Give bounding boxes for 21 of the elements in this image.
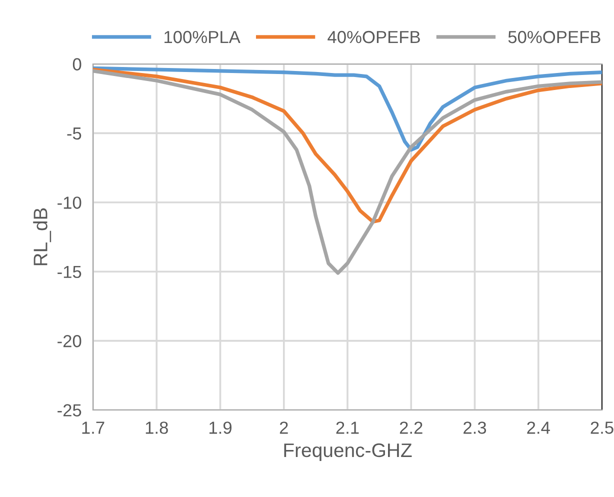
legend-label: 100%PLA — [164, 30, 240, 44]
y-tick-label: -5 — [67, 128, 82, 140]
y-tick-label: -10 — [58, 196, 82, 209]
x-tick-label: 2.4 — [527, 422, 550, 434]
y-tick-label: -15 — [58, 266, 82, 278]
x-tick-label: 2.2 — [400, 422, 422, 434]
x-axis-title: Frequenc-GHZ — [284, 443, 412, 461]
x-tick-label: 2.5 — [590, 422, 614, 434]
x-tick-label: 2.3 — [464, 422, 486, 434]
x-tick-label: 1.9 — [210, 422, 232, 434]
y-tick-label: -25 — [58, 404, 82, 416]
x-tick-label: 1.8 — [146, 422, 168, 434]
line-series — [93, 68, 602, 224]
legend-label: 50%OPEFB — [508, 30, 600, 44]
x-tick-label: 2.1 — [336, 422, 359, 434]
legend-label: 40%OPEFB — [328, 30, 420, 44]
x-tick-label: 2 — [280, 422, 288, 434]
y-axis-title: RL_dB — [33, 208, 52, 266]
y-tick-label: -20 — [58, 334, 82, 348]
x-tick-label: 1.7 — [82, 422, 104, 434]
y-tick-label: 0 — [72, 58, 82, 70]
